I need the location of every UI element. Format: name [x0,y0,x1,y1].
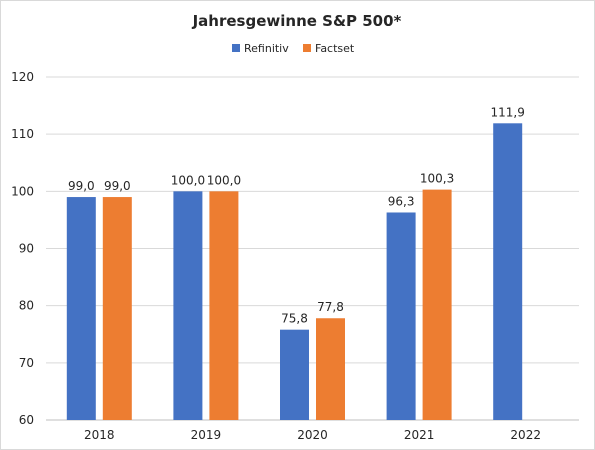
y-tick-label: 90 [19,242,34,256]
bar-factset-2021 [422,189,452,420]
data-label-factset-2019: 100,0 [207,173,241,187]
y-tick-label: 120 [11,70,34,84]
y-axis: 60 70 80 90 100 110 120 [11,70,34,427]
bar-refinitiv-2020 [280,329,309,420]
x-tick-label: 2021 [404,428,435,442]
data-label-refinitiv-2020: 75,8 [281,312,308,326]
bar-refinitiv-2022 [493,123,523,421]
data-label-refinitiv-2018: 99,0 [68,179,95,193]
x-tick-label: 2018 [84,428,115,442]
bars [66,123,523,421]
y-tick-label: 80 [19,299,34,313]
legend-label-refinitiv: Refinitiv [244,42,289,55]
bar-refinitiv-2018 [66,197,96,420]
data-label-factset-2021: 100,3 [420,172,454,186]
y-tick-label: 70 [19,356,34,370]
y-tick-label: 100 [11,184,34,198]
x-tick-label: 2019 [191,428,222,442]
y-tick-label: 60 [19,413,34,427]
gridlines [46,76,579,421]
bar-refinitiv-2021 [386,212,416,420]
legend: Refinitiv Factset [232,42,355,55]
data-label-refinitiv-2021: 96,3 [388,194,415,208]
x-tick-label: 2022 [510,428,541,442]
x-axis: 2018 2019 2020 2021 2022 [84,428,541,442]
data-label-factset-2020: 77,8 [317,300,344,314]
data-label-factset-2018: 99,0 [104,179,131,193]
bar-factset-2020 [316,318,345,420]
data-label-refinitiv-2019: 100,0 [171,173,205,187]
data-labels: 99,0 99,0 100,0 100,0 75,8 77,8 96,3 100,3 111,9 [68,105,525,325]
bar-refinitiv-2019 [173,191,203,420]
data-label-refinitiv-2022: 111,9 [491,105,525,119]
y-tick-label: 110 [11,127,34,141]
legend-swatch-refinitiv [232,44,240,52]
x-tick-label: 2020 [297,428,328,442]
chart-title: Jahresgewinne S&P 500* [192,12,402,30]
legend-swatch-factset [303,44,311,52]
bar-factset-2018 [102,197,132,420]
legend-label-factset: Factset [315,42,355,55]
bar-factset-2019 [209,191,239,420]
